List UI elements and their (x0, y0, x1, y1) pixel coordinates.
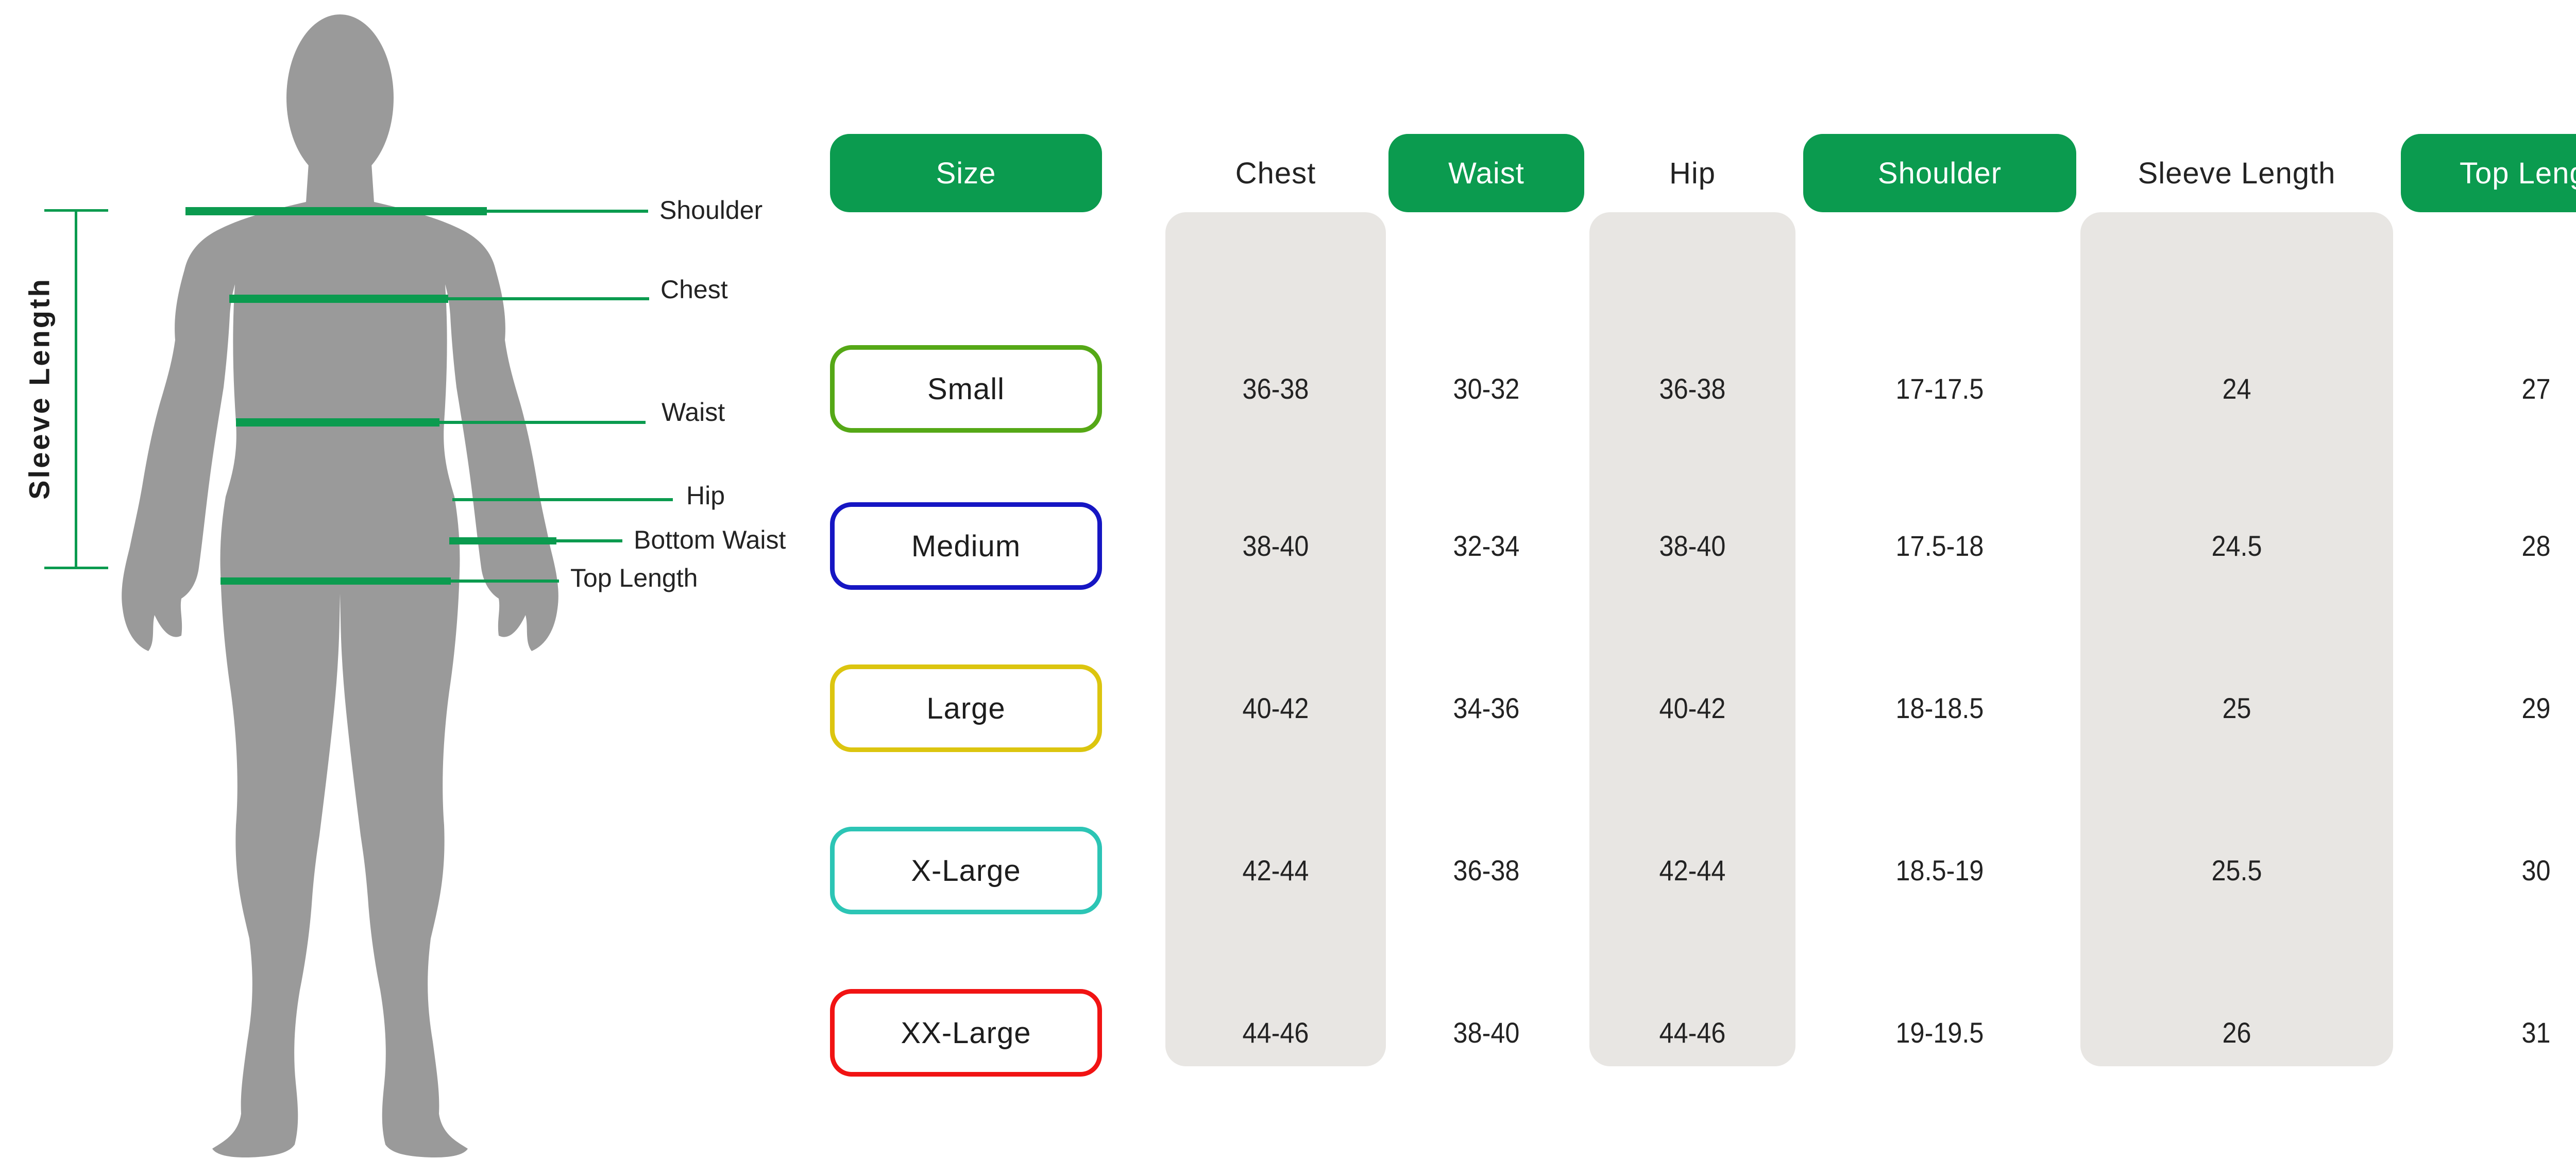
top-length-line-thick (221, 577, 451, 585)
cell-sleeve-length-small: 24 (2222, 372, 2251, 405)
cell-waist-large: 34-36 (1453, 692, 1520, 724)
hip-line (452, 498, 673, 501)
shoulder-column-header: Shoulder (1803, 134, 2076, 212)
shoulder-line-thin (487, 210, 648, 213)
hip-column-header: Hip (1589, 134, 1795, 212)
top-length-column-strip (2401, 212, 2576, 1066)
cell-top-length-medium: 28 (2521, 530, 2551, 562)
cell-shoulder-x-large: 18.5-19 (1895, 854, 1984, 887)
size-button-medium[interactable]: Medium (830, 502, 1102, 590)
top-length-label: Top Length (570, 564, 698, 592)
waist-line-thin (439, 421, 646, 424)
sleeve-length-bracket-line (75, 210, 77, 568)
sleeve-length-bracket-bottom-tick (44, 567, 108, 569)
size-button-small[interactable]: Small (830, 345, 1102, 433)
cell-sleeve-length-large: 25 (2222, 692, 2251, 724)
cell-shoulder-small: 17-17.5 (1895, 372, 1984, 405)
cell-hip-medium: 38-40 (1659, 530, 1726, 562)
cell-sleeve-length-x-large: 25.5 (2211, 854, 2262, 887)
bottom-waist-line-thin (556, 539, 622, 542)
shoulder-line-thick (185, 207, 487, 215)
cell-shoulder-medium: 17.5-18 (1895, 530, 1984, 562)
cell-waist-medium: 32-34 (1453, 530, 1520, 562)
size-button-x-large[interactable]: X-Large (830, 827, 1102, 914)
sleeve-length-bracket-top-tick (44, 209, 108, 212)
cell-chest-xx-large: 44-46 (1242, 1016, 1309, 1049)
sleeve-length-column-strip (2080, 212, 2393, 1066)
hip-label: Hip (686, 481, 725, 510)
cell-top-length-small: 27 (2521, 372, 2551, 405)
hip-column-strip (1589, 212, 1795, 1066)
waist-column-strip (1388, 212, 1584, 1066)
cell-chest-medium: 38-40 (1242, 530, 1309, 562)
cell-chest-x-large: 42-44 (1242, 854, 1309, 887)
cell-sleeve-length-medium: 24.5 (2211, 530, 2262, 562)
bottom-waist-line-thick (449, 537, 556, 544)
size-button-x-large-label: X-Large (911, 854, 1021, 888)
chest-label: Chest (660, 275, 728, 304)
waist-line-thick (236, 418, 439, 427)
cell-hip-small: 36-38 (1659, 372, 1726, 405)
size-button-xx-large-label: XX-Large (901, 1016, 1031, 1050)
chest-line-thin (448, 297, 649, 300)
cell-hip-xx-large: 44-46 (1659, 1016, 1726, 1049)
cell-shoulder-xx-large: 19-19.5 (1895, 1016, 1984, 1049)
waist-column-header: Waist (1388, 134, 1584, 212)
size-button-large[interactable]: Large (830, 664, 1102, 752)
cell-waist-x-large: 36-38 (1453, 854, 1520, 887)
bottom-waist-label: Bottom Waist (634, 525, 786, 554)
chest-line-thick (229, 295, 448, 303)
cell-chest-large: 40-42 (1242, 692, 1309, 724)
cell-hip-x-large: 42-44 (1659, 854, 1726, 887)
cell-hip-large: 40-42 (1659, 692, 1726, 724)
waist-label: Waist (662, 398, 725, 427)
cell-chest-small: 36-38 (1242, 372, 1309, 405)
size-button-xx-large[interactable]: XX-Large (830, 989, 1102, 1077)
size-button-large-label: Large (926, 691, 1006, 725)
size-button-small-label: Small (927, 372, 1005, 406)
chest-column-strip (1165, 212, 1386, 1066)
top-length-line-thin (451, 580, 559, 583)
cell-waist-xx-large: 38-40 (1453, 1016, 1520, 1049)
top-length-column-header: Top Length (2401, 134, 2576, 212)
cell-shoulder-large: 18-18.5 (1895, 692, 1984, 724)
shoulder-label: Shoulder (659, 196, 763, 225)
chest-column-header: Chest (1165, 134, 1386, 212)
body-silhouette (122, 14, 558, 1158)
size-button-medium-label: Medium (911, 529, 1021, 563)
size-column-header: Size (830, 134, 1102, 212)
sleeve-length-column-header: Sleeve Length (2080, 134, 2393, 212)
cell-waist-small: 30-32 (1453, 372, 1520, 405)
cell-top-length-xx-large: 31 (2521, 1016, 2551, 1049)
cell-top-length-x-large: 30 (2521, 854, 2551, 887)
cell-top-length-large: 29 (2521, 692, 2551, 724)
cell-sleeve-length-xx-large: 26 (2222, 1016, 2251, 1049)
shoulder-column-strip (1803, 212, 2076, 1066)
